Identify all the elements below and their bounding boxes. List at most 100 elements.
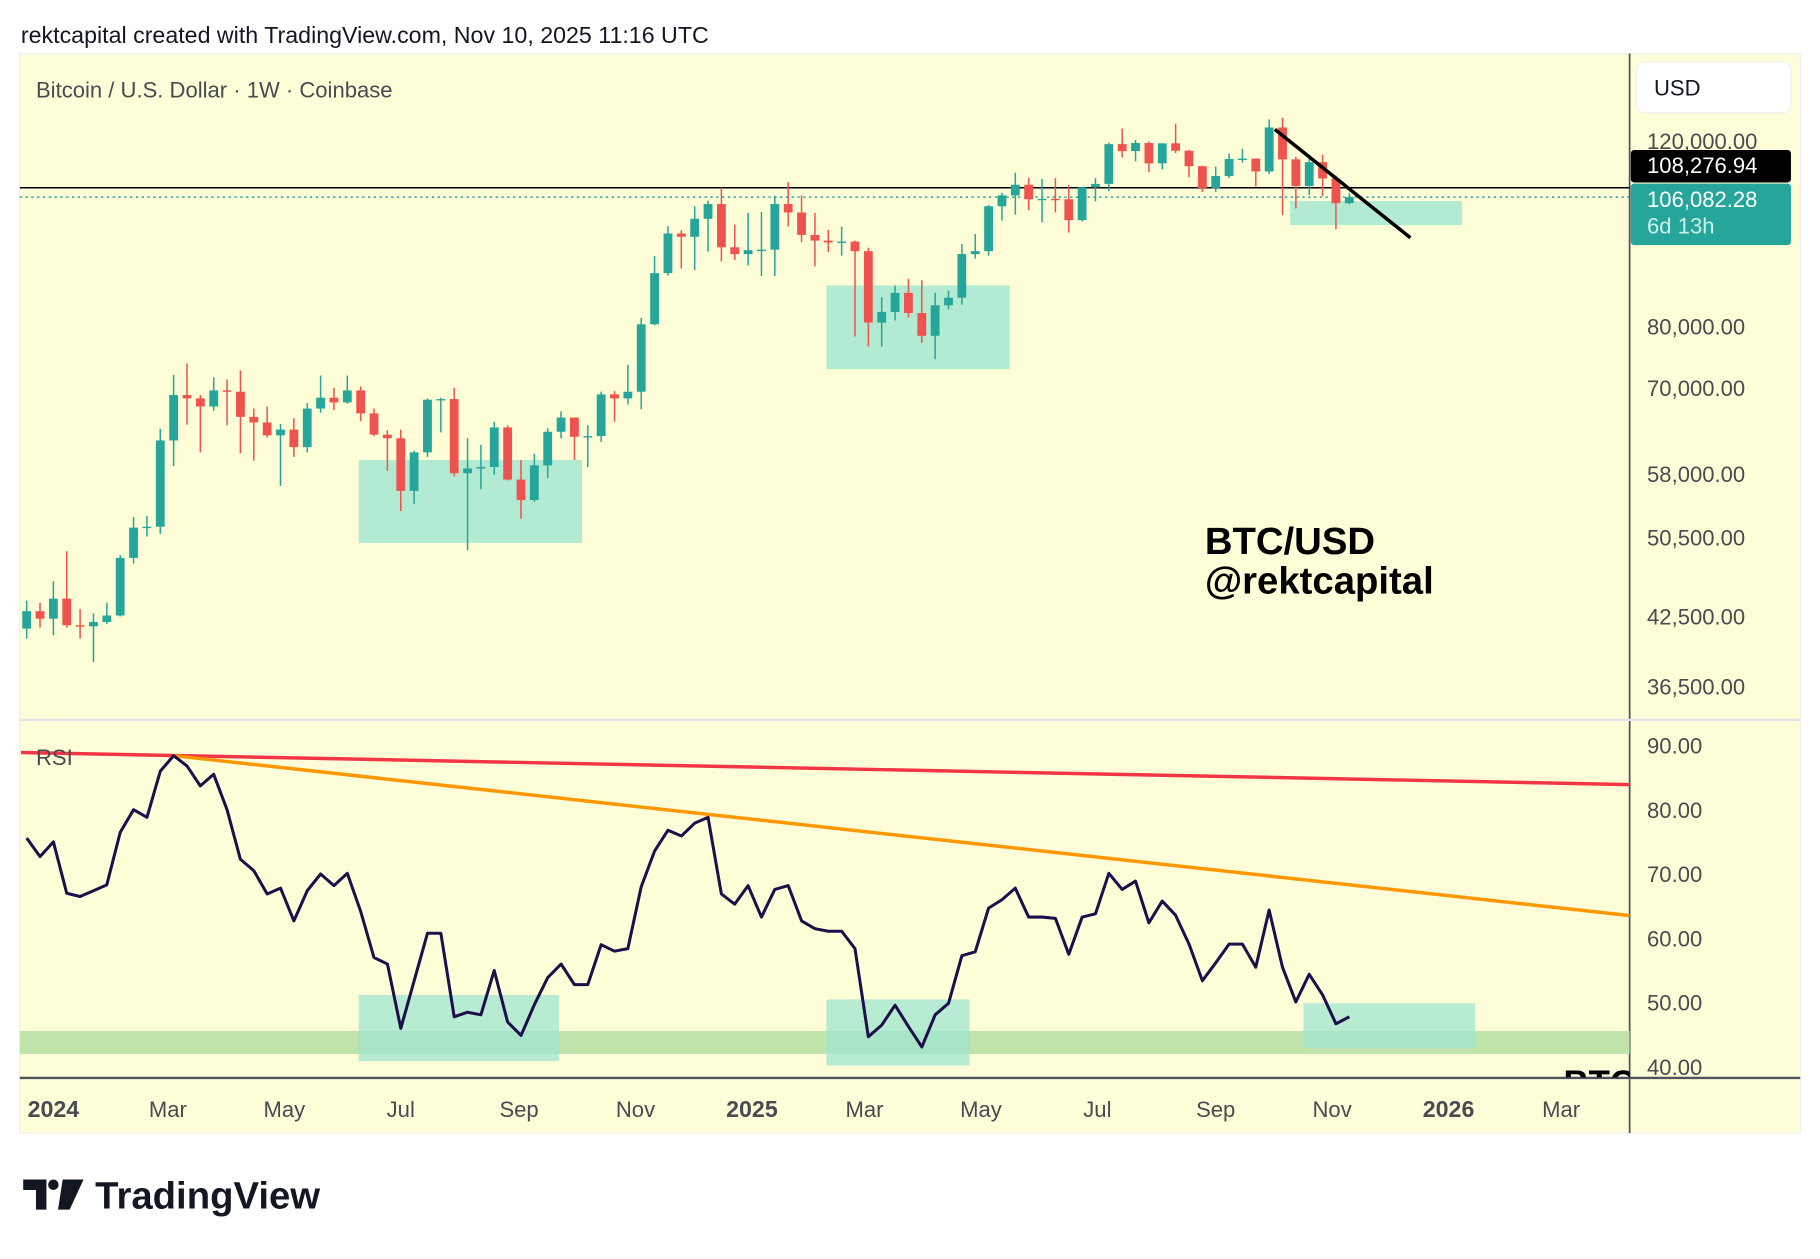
candle bbox=[690, 206, 700, 271]
tradingview-logo-icon bbox=[23, 1179, 84, 1210]
candle bbox=[1331, 175, 1341, 230]
rsi-axis[interactable]: 90.00 80.00 70.00 60.00 50.00 40.00 bbox=[1647, 734, 1702, 1081]
candle-body bbox=[596, 394, 606, 437]
candle-body bbox=[409, 452, 419, 491]
rsi-tick-label: 80.00 bbox=[1647, 798, 1702, 823]
candle-body bbox=[48, 598, 58, 619]
candle bbox=[1010, 172, 1020, 215]
candle-body bbox=[1251, 158, 1261, 172]
candle-body bbox=[476, 466, 486, 469]
candle-body bbox=[583, 436, 593, 438]
candle-body bbox=[142, 526, 152, 529]
candle-body bbox=[1304, 162, 1314, 187]
candle-body bbox=[636, 324, 646, 392]
candle bbox=[1251, 158, 1261, 187]
candle bbox=[1091, 178, 1100, 202]
watermark-handle: @rektcapital bbox=[1205, 559, 1434, 602]
candle-body bbox=[463, 468, 472, 474]
candle bbox=[129, 517, 138, 564]
price-tick-label: 58,000.00 bbox=[1647, 462, 1745, 487]
candle-body bbox=[436, 399, 446, 401]
time-tick-label: Nov bbox=[1313, 1097, 1352, 1122]
rsi-zone bbox=[358, 994, 560, 1062]
candle bbox=[970, 233, 980, 259]
candle-body bbox=[356, 390, 366, 414]
time-tick-label: Jul bbox=[387, 1097, 415, 1122]
candle bbox=[249, 408, 259, 461]
candle bbox=[329, 387, 339, 410]
candle bbox=[382, 430, 392, 471]
price-tick-label: 50,500.00 bbox=[1647, 526, 1745, 551]
candle bbox=[1144, 141, 1154, 173]
candle-body bbox=[623, 391, 633, 399]
candle-body bbox=[1010, 184, 1020, 196]
candle bbox=[676, 230, 686, 269]
support-zone bbox=[1290, 201, 1462, 226]
candles bbox=[22, 117, 1354, 662]
tradingview-logo[interactable]: TradingView bbox=[23, 1175, 320, 1218]
candle bbox=[810, 212, 820, 267]
candle bbox=[89, 613, 98, 662]
candle bbox=[944, 290, 953, 310]
candle bbox=[1157, 143, 1167, 170]
candle bbox=[877, 297, 887, 347]
candle-body bbox=[276, 429, 285, 436]
candle bbox=[182, 363, 192, 425]
candle bbox=[222, 379, 232, 426]
candle-body bbox=[1131, 142, 1140, 152]
chart-panel[interactable] bbox=[19, 53, 1801, 1134]
candle bbox=[1077, 186, 1087, 222]
candle bbox=[583, 425, 593, 467]
candle-body bbox=[1091, 183, 1100, 188]
watermark-pair: BTC/USD bbox=[1205, 520, 1375, 563]
price-tick-label: 70,000.00 bbox=[1647, 376, 1745, 401]
candle-body bbox=[155, 440, 165, 527]
candle bbox=[35, 602, 45, 628]
candle bbox=[850, 240, 860, 337]
candle bbox=[289, 418, 299, 457]
candle bbox=[302, 403, 312, 453]
candle-body bbox=[690, 218, 700, 237]
symbol-label[interactable]: Bitcoin / U.S. Dollar · 1W · Coinbase bbox=[36, 78, 393, 103]
candle bbox=[636, 318, 646, 410]
candle bbox=[529, 453, 539, 502]
candle bbox=[797, 195, 806, 243]
candle bbox=[369, 408, 379, 437]
candle bbox=[1104, 142, 1114, 192]
candle-body bbox=[236, 391, 245, 417]
tradingview-brand: TradingView bbox=[95, 1175, 320, 1218]
descending-trendline bbox=[1273, 127, 1412, 240]
candle bbox=[783, 182, 793, 227]
rsi-tick-label: 90.00 bbox=[1647, 734, 1702, 759]
candle bbox=[1184, 149, 1194, 178]
rsi-tick-label: 60.00 bbox=[1647, 926, 1702, 951]
rsi-zone bbox=[1303, 1003, 1476, 1049]
candle bbox=[1318, 154, 1327, 197]
candle-body bbox=[1050, 198, 1060, 201]
candle-body bbox=[850, 241, 860, 252]
candle bbox=[1238, 148, 1247, 163]
candle-body bbox=[302, 408, 312, 448]
candle-body bbox=[35, 611, 45, 619]
candle-body bbox=[62, 598, 72, 626]
currency-button[interactable]: USD bbox=[1636, 61, 1792, 114]
candle bbox=[556, 411, 566, 439]
rsi-label[interactable]: RSI bbox=[36, 745, 73, 770]
candle-body bbox=[930, 305, 940, 336]
candle bbox=[436, 397, 446, 433]
price-axis[interactable]: 120,000.00 80,000.00 70,000.00 58,000.00 50,… bbox=[1647, 129, 1757, 700]
candle-body bbox=[703, 204, 713, 219]
candle-body bbox=[1144, 142, 1154, 164]
candle-body bbox=[529, 465, 539, 501]
candle-body bbox=[944, 297, 953, 306]
candle bbox=[476, 444, 486, 490]
price-tick-label: 120,000.00 bbox=[1647, 129, 1757, 154]
currency-label: USD bbox=[1654, 75, 1701, 100]
candle bbox=[409, 450, 419, 505]
time-tick-label: May bbox=[960, 1097, 1002, 1122]
candle-body bbox=[783, 204, 793, 213]
candle-body bbox=[1184, 150, 1194, 167]
candle bbox=[22, 600, 32, 639]
time-axis[interactable]: 2024 Mar May Jul Sep Nov 2025 Mar May Jul Sep Nov 20… bbox=[28, 1096, 1581, 1122]
candle bbox=[463, 438, 472, 551]
